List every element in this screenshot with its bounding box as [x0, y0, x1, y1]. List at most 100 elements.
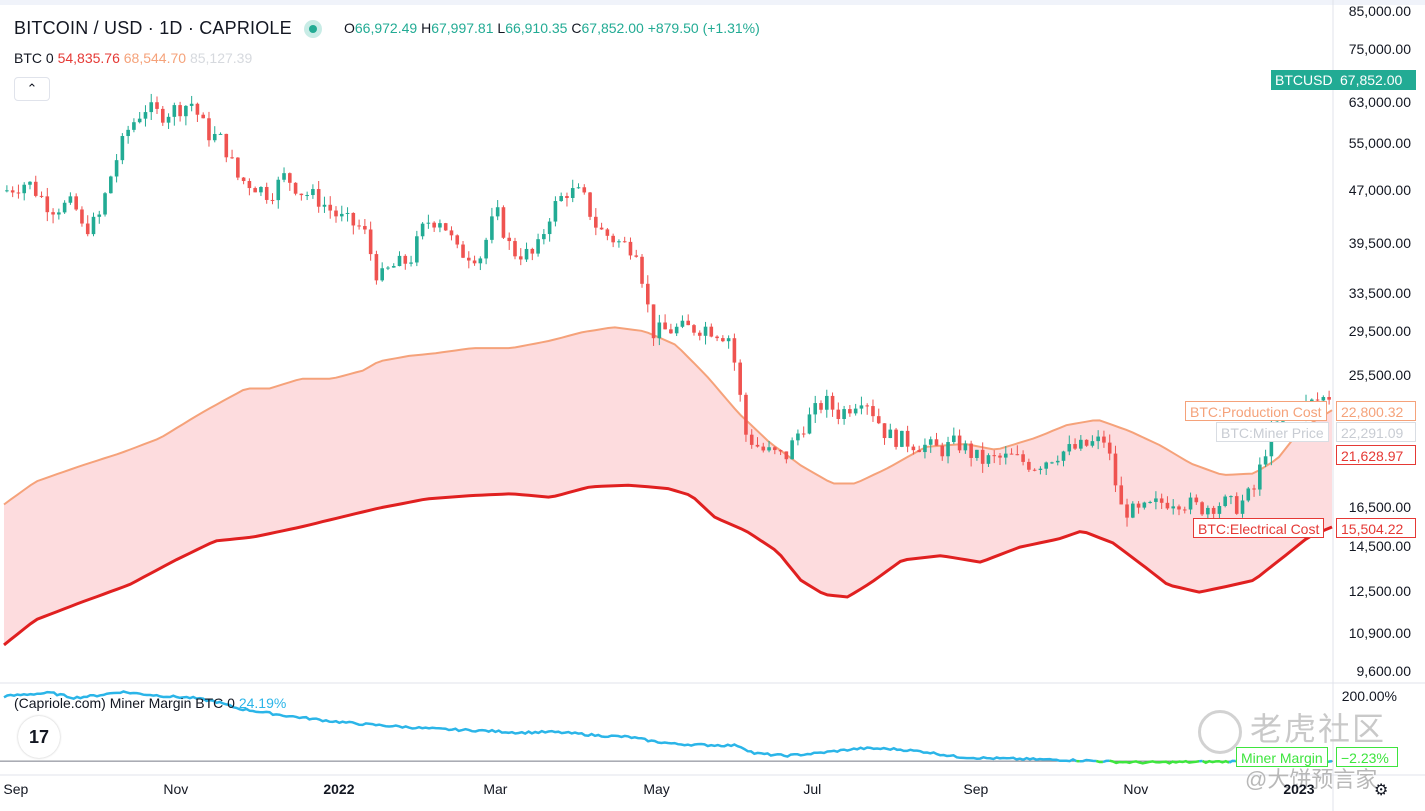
- close-value: 67,852.00: [581, 20, 644, 36]
- price-tick-label: 39,500.00: [1348, 234, 1411, 251]
- settings-gear-icon[interactable]: ⚙: [1374, 782, 1389, 799]
- price-tick-label: 14,500.00: [1348, 538, 1411, 555]
- high-key: H: [421, 20, 432, 36]
- candle-body: [773, 447, 777, 451]
- price-tick-label: 47,000.00: [1348, 182, 1411, 199]
- candle-body: [10, 190, 15, 193]
- price-tick-label: 85,000.00: [1348, 3, 1411, 19]
- candle-body: [547, 221, 552, 235]
- candle-body: [1027, 461, 1031, 470]
- candle-body: [830, 395, 835, 410]
- candle-body: [160, 108, 165, 123]
- price-tick-label: 12,500.00: [1348, 583, 1411, 600]
- candle-body: [1148, 501, 1152, 503]
- candle-body: [570, 188, 575, 198]
- ohlc-readout: O66,972.49 H67,997.81 L66,910.35 C67,852…: [344, 20, 760, 36]
- candle-body: [1206, 507, 1210, 515]
- candle-body: [1102, 436, 1106, 443]
- cost-band-fill: [4, 327, 1332, 645]
- candle-body: [876, 416, 881, 424]
- candle-body: [1246, 488, 1251, 501]
- watermark-logo-icon: [1198, 710, 1242, 754]
- price-tick-label: 9,600.00: [1356, 663, 1412, 679]
- time-tick-label: Mar: [483, 781, 508, 797]
- candle-body: [1055, 460, 1060, 463]
- indicator-legend[interactable]: BTC 0 54,835.76 68,544.70 85,127.39: [14, 50, 252, 66]
- candle-body: [1136, 503, 1141, 508]
- candle-body: [57, 212, 61, 215]
- candle-body: [1263, 456, 1268, 465]
- open-value: 66,972.49: [354, 20, 418, 36]
- tradingview-logo[interactable]: 17: [18, 716, 60, 758]
- price-tick-label: 25,500.00: [1348, 367, 1411, 384]
- candle-body: [270, 199, 275, 201]
- candle-body: [334, 210, 338, 217]
- candle-body: [617, 241, 621, 243]
- candle-body: [923, 444, 927, 453]
- candle-body: [790, 440, 794, 460]
- symbol-tag-value: 67,852.00: [1336, 70, 1416, 90]
- symbol-title[interactable]: BITCOIN / USD · 1D · CAPRIOLE: [14, 18, 292, 38]
- candle-body: [1113, 453, 1118, 486]
- candle-body: [1154, 498, 1158, 502]
- candle-body: [172, 105, 177, 117]
- candle-body: [137, 118, 142, 123]
- candle-body: [692, 325, 696, 333]
- candle-body: [426, 222, 431, 224]
- candle-body: [686, 320, 691, 326]
- candle-body: [1142, 502, 1147, 508]
- candle-body: [1119, 485, 1124, 505]
- candle-body: [732, 338, 737, 363]
- candle-body: [530, 248, 535, 254]
- candle-body: [207, 118, 211, 141]
- candle-body: [91, 216, 96, 235]
- candle-body: [1044, 462, 1048, 469]
- time-tick-label: Jul: [803, 781, 822, 797]
- candle-body: [767, 447, 771, 451]
- candle-body: [85, 223, 90, 235]
- candle-body: [946, 442, 950, 457]
- candle-body: [253, 188, 257, 193]
- candle-body: [663, 322, 667, 330]
- candle-body: [957, 435, 962, 451]
- collapse-legend-button[interactable]: ⌃: [14, 77, 50, 101]
- candle-body: [1229, 496, 1233, 498]
- candle-body: [189, 103, 194, 106]
- candle-body: [507, 237, 512, 242]
- candle-body: [738, 362, 742, 395]
- miner-price-value: 85,127.39: [189, 50, 253, 66]
- candle-body: [449, 230, 454, 236]
- candle-body: [1021, 454, 1025, 462]
- candle-body: [126, 129, 130, 137]
- time-tick-label: Sep: [3, 781, 29, 797]
- candle-body: [114, 160, 119, 177]
- candle-body: [1038, 468, 1043, 470]
- candle-body: [1200, 502, 1204, 515]
- candle-body: [536, 239, 540, 254]
- candle-body: [305, 195, 309, 197]
- candle-body: [461, 244, 465, 258]
- candle-body: [1327, 397, 1331, 400]
- change-value: +879.50 (+1.31%): [647, 20, 760, 36]
- candle-body: [218, 133, 223, 135]
- candle-body: [1234, 496, 1239, 514]
- price-tick-label: 29,500.00: [1348, 323, 1411, 340]
- candle-body: [715, 336, 719, 339]
- candle-body: [980, 449, 985, 464]
- miner-margin-name: (Capriole.com) Miner Margin BTC 0: [14, 695, 235, 711]
- electrical-cost-line: [3, 483, 1333, 647]
- candle-body: [443, 223, 448, 231]
- electrical-value: 54,835.76: [57, 50, 120, 66]
- candle-body: [518, 256, 523, 260]
- miner-margin-positive-line: [1228, 759, 1236, 764]
- candle-body: [478, 258, 483, 264]
- candle-body: [1309, 399, 1314, 402]
- candle-body: [132, 122, 136, 130]
- indicator-name: BTC 0: [14, 50, 54, 66]
- candle-body: [594, 216, 598, 228]
- candle-body: [484, 239, 488, 259]
- candle-body: [1240, 500, 1245, 514]
- candle-body: [39, 195, 44, 197]
- miner-margin-legend[interactable]: (Capriole.com) Miner Margin BTC 0 24.19%: [14, 695, 286, 711]
